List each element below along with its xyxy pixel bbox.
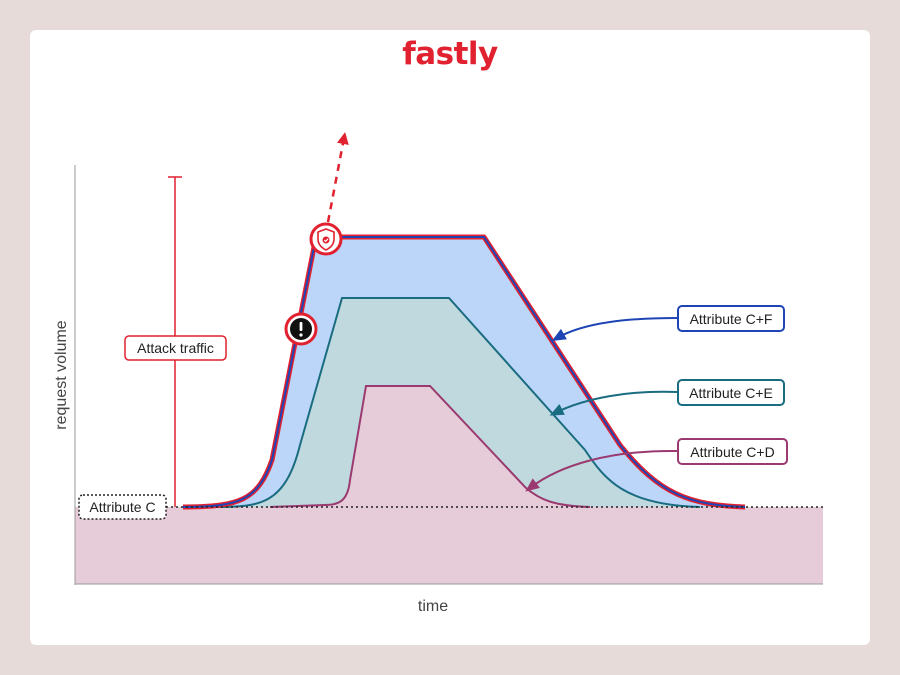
y-axis-label: request volume (53, 320, 70, 429)
attack-traffic-label: Attack traffic (124, 335, 227, 361)
series-cf-line (182, 236, 746, 508)
series-cd-line (269, 385, 591, 508)
callout-attribute-ce: Attribute C+E (677, 379, 785, 406)
callout-cd-text: Attribute C+D (690, 444, 774, 460)
baseline-area (75, 507, 823, 584)
shield-check-icon (309, 222, 343, 256)
series-ce-line (214, 297, 701, 508)
fastly-logo: fastly (402, 36, 498, 72)
series-ce-area (215, 298, 700, 507)
dashed-arrow-up-icon (326, 132, 349, 223)
x-axis-label: time (418, 598, 448, 615)
callout-cf-text: Attribute C+F (690, 311, 773, 327)
series-cd-area (270, 386, 590, 507)
attack-traffic-text: Attack traffic (137, 340, 214, 356)
callout-arrow-cf (551, 317, 679, 341)
attribute-c-label: Attribute C (78, 494, 167, 520)
exclamation-circle-icon (284, 312, 318, 346)
attribute-c-text: Attribute C (89, 499, 155, 515)
callout-arrow-cd (525, 449, 679, 492)
callout-attribute-cd: Attribute C+D (677, 438, 788, 465)
callout-arrow-ce (549, 390, 679, 416)
callout-attribute-cf: Attribute C+F (677, 305, 785, 332)
callout-ce-text: Attribute C+E (689, 385, 773, 401)
